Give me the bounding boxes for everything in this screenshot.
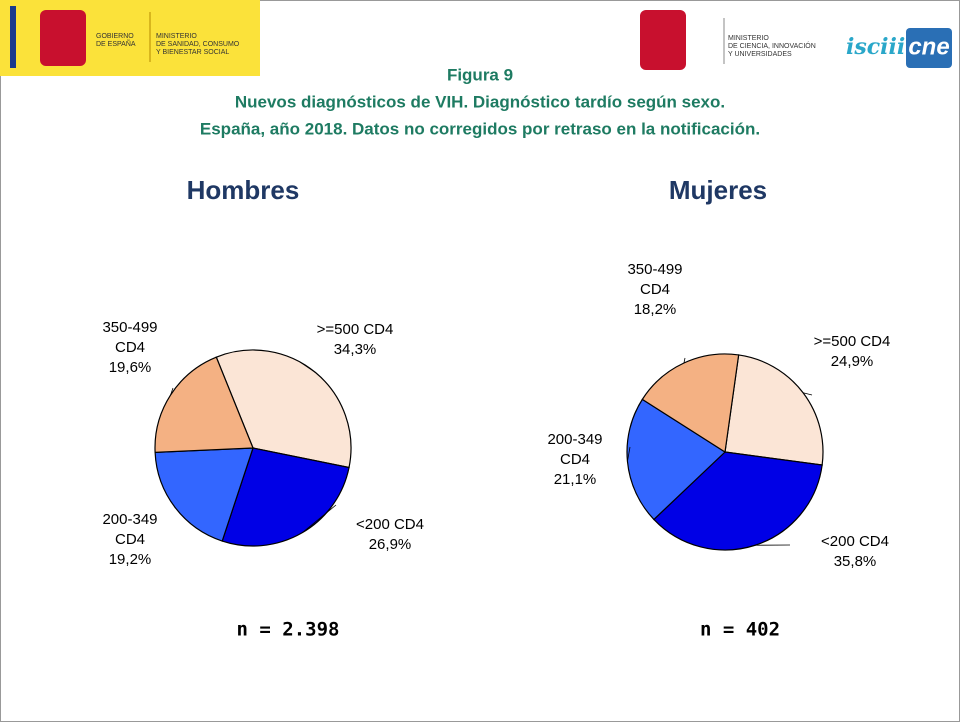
pie-slice [653,451,823,551]
slice-label: >=500 CD4 [814,333,891,350]
value-label: 24,9% [831,353,874,370]
pie-slice [215,349,352,469]
slice-label: 200-349 CD4 [547,431,602,468]
value-label: 26,9% [369,536,412,553]
pie-slice [154,356,254,454]
pie-slice [724,354,824,466]
leader-line [683,357,686,364]
logo-text: Y UNIVERSIDADES [728,51,792,58]
chart-title: Mujeres [669,175,767,205]
sample-size: n = 402 [700,619,780,641]
slice-label: 350-499 CD4 [102,319,157,356]
slice-label: <200 CD4 [821,533,889,550]
leader-line [299,361,316,373]
coat-of-arms [640,10,686,70]
logo-text: MINISTERIO [728,35,769,42]
leader-line [627,446,631,462]
cne-box [906,28,952,68]
figure-title: España, año 2018. Datos no corregidos po… [200,119,760,138]
logo-text: DE CIENCIA, INNOVACIÓN [728,41,816,50]
slice-label: 200-349 CD4 [102,511,157,548]
pie-slice [626,398,726,521]
logo-text: GOBIERNO [96,33,134,40]
logo-text: DE SANIDAD, CONSUMO [156,41,240,48]
sample-size: n = 2.398 [237,619,340,641]
logo-text: Y BIENESTAR SOCIAL [156,49,229,56]
pie-slice [641,353,740,454]
figure-title: Nuevos diagnósticos de VIH. Diagnóstico … [235,92,725,111]
value-label: 18,2% [634,301,677,318]
slice-label: 350-499 CD4 [627,261,682,298]
pie-slice [154,447,254,542]
slice-label: <200 CD4 [356,516,424,533]
logo-text: MINISTERIO [156,33,197,40]
value-label: 35,8% [834,553,877,570]
figure-label: Figura 9 [447,65,513,84]
slice-label: >=500 CD4 [317,321,394,338]
coat-of-arms [40,10,86,66]
leader-line [170,387,174,396]
chart-title: Hombres [187,175,300,205]
value-label: 21,1% [554,471,597,488]
value-label: 19,6% [109,359,152,376]
value-label: 34,3% [334,341,377,358]
cne-logo: cne [908,33,949,60]
value-label: 19,2% [109,551,152,568]
leader-line [802,392,813,396]
leader-line [301,504,337,534]
eu-strip [10,6,16,68]
isciii-logo: isciii [846,34,905,60]
logo-text: DE ESPAÑA [96,39,136,48]
